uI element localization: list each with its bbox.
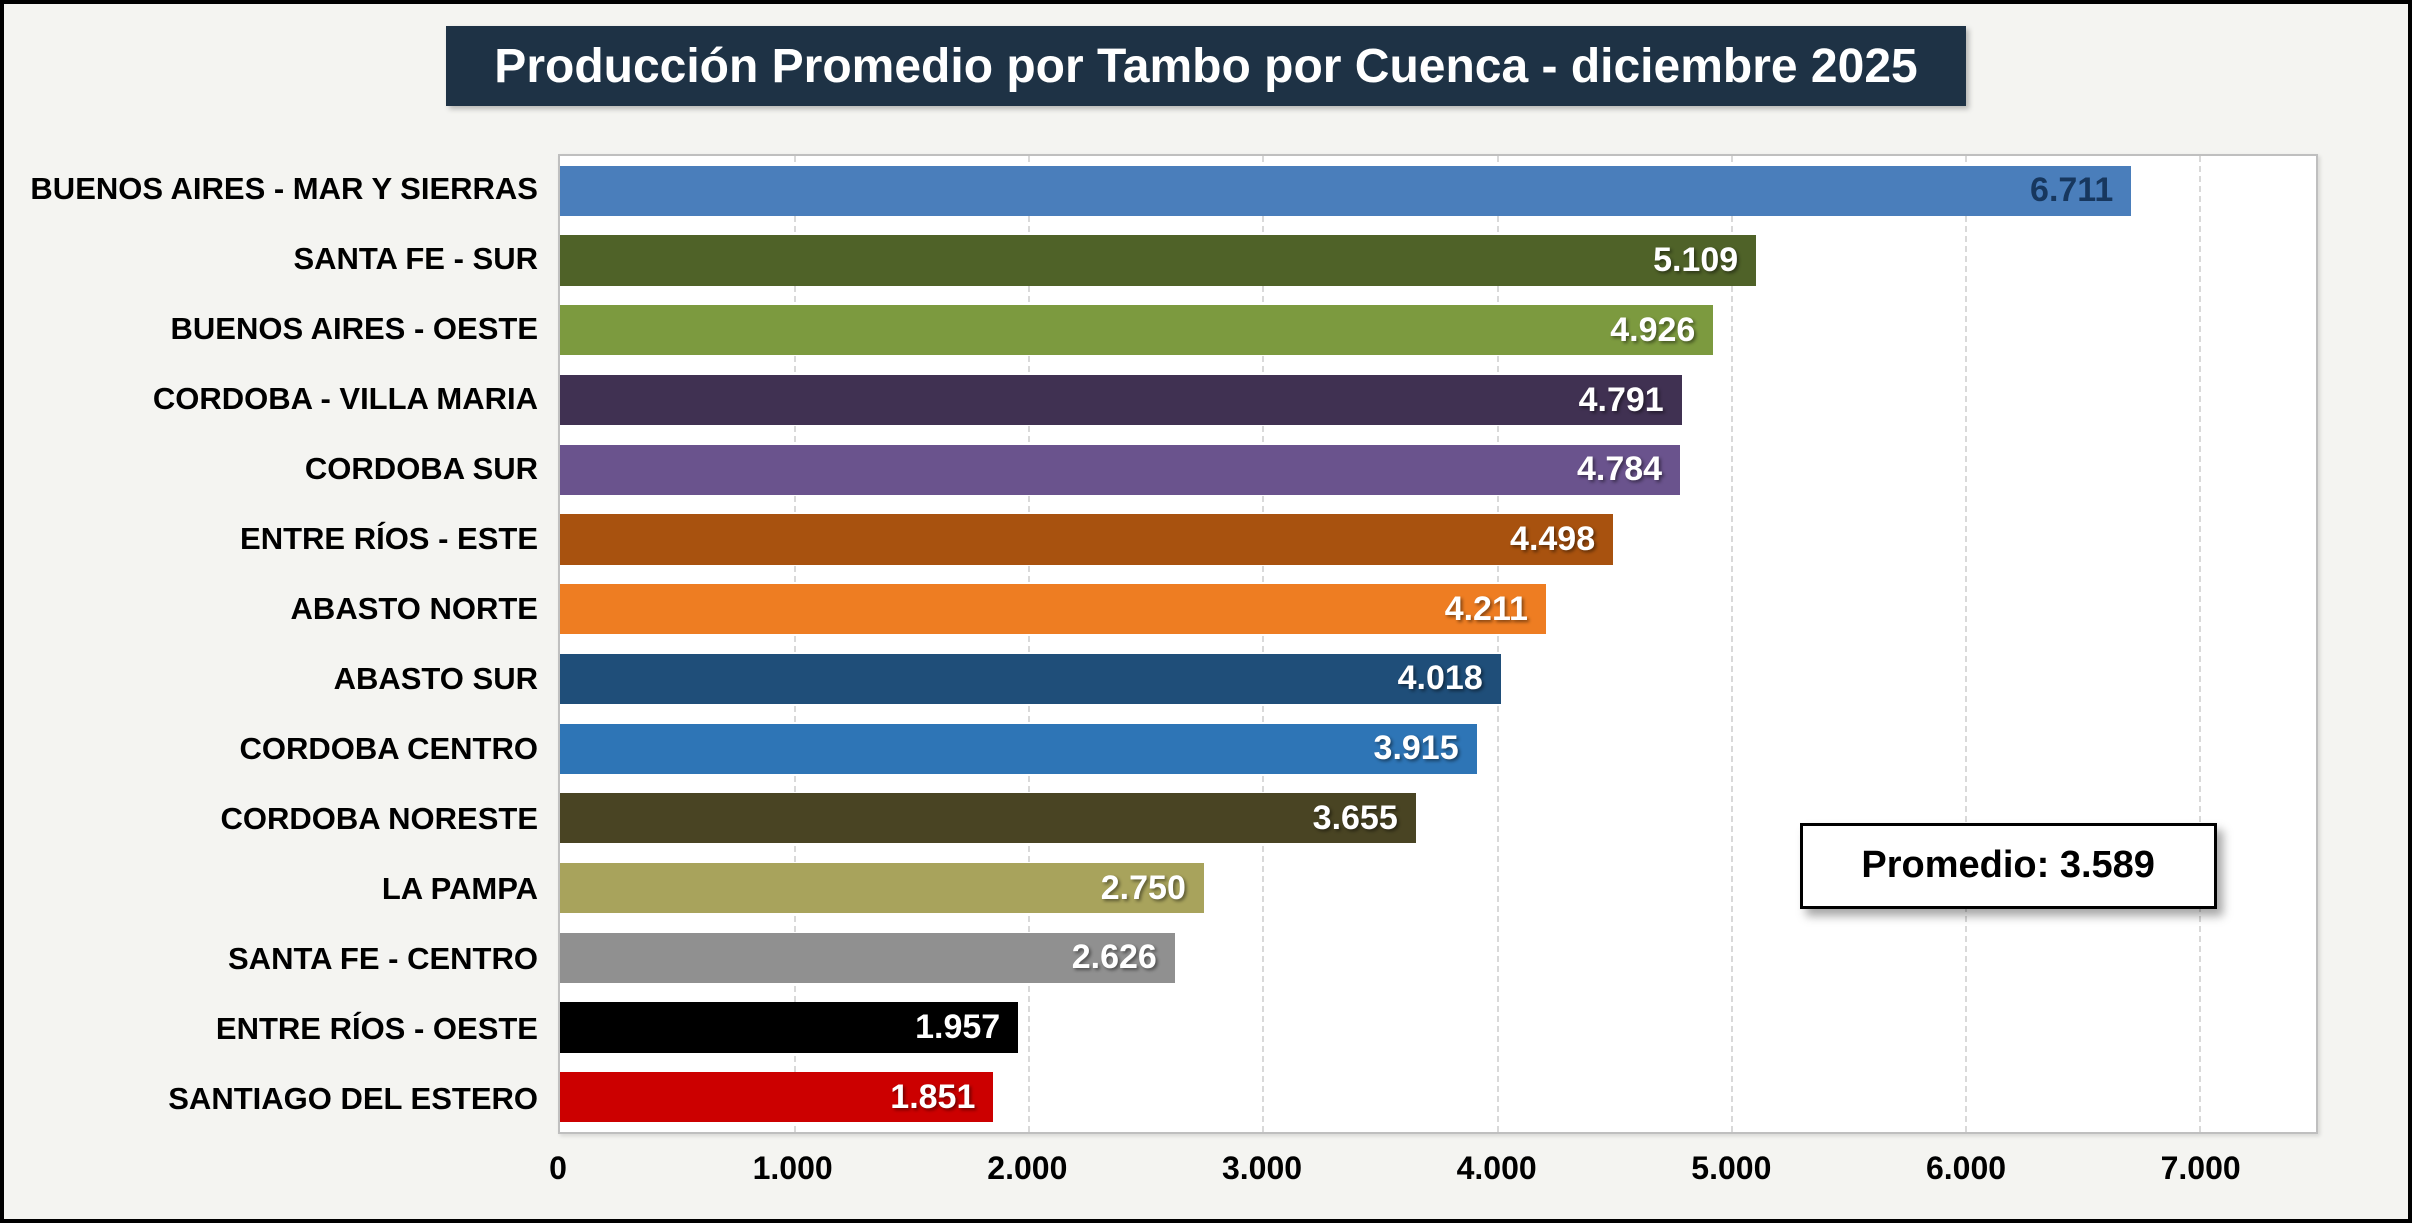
bar-row: 2.626 (560, 923, 2316, 993)
category-label: SANTIAGO DEL ESTERO (168, 1081, 538, 1116)
x-tick-label: 1.000 (752, 1150, 833, 1186)
bar-row: 5.109 (560, 226, 2316, 296)
x-tick-label: 7.000 (2160, 1150, 2241, 1186)
value-label: 4.018 (1397, 659, 1483, 698)
category-label: ENTRE RÍOS - OESTE (215, 1011, 538, 1046)
category-label: SANTA FE - SUR (293, 241, 538, 276)
bar-row: 4.784 (560, 435, 2316, 505)
x-tick-label: 3.000 (1221, 1150, 1303, 1186)
gridline (1496, 156, 1499, 1132)
value-label: 4.926 (1610, 310, 1696, 349)
gridline (1262, 156, 1265, 1132)
bar-row: 1.851 (560, 1062, 2316, 1132)
value-label: 1.957 (915, 1007, 1001, 1046)
category-label: LA PAMPA (381, 871, 538, 906)
average-annotation: Promedio: 3.589 (1799, 822, 2217, 909)
bar-row: 4.791 (560, 365, 2316, 435)
gridline (1730, 156, 1733, 1132)
bar-row: 3.915 (560, 714, 2316, 784)
bar-row: 1.957 (560, 993, 2316, 1063)
bar: 1.957 (560, 1002, 1019, 1053)
value-label: 2.626 (1071, 938, 1157, 977)
category-label: CORDOBA - VILLA MARIA (152, 381, 538, 416)
gridline (1964, 156, 1967, 1132)
bar: 4.926 (560, 305, 1714, 356)
bar: 4.498 (560, 514, 1614, 565)
bar: 2.750 (560, 862, 1204, 914)
bar: 6.711 (560, 165, 2132, 216)
value-label: 1.851 (890, 1077, 976, 1116)
bar-row: 4.926 (560, 295, 2316, 365)
category-label: ABASTO SUR (333, 661, 538, 696)
value-label: 2.750 (1100, 868, 1186, 907)
x-tick-label: 4.000 (1456, 1150, 1537, 1186)
value-label: 3.915 (1373, 729, 1459, 768)
category-label: ENTRE RÍOS - ESTE (240, 521, 538, 556)
value-label: 6.711 (2030, 171, 2114, 210)
x-tick-label: 6.000 (1925, 1150, 2007, 1186)
gridline (2198, 156, 2201, 1132)
gridline (794, 156, 797, 1132)
bar: 1.851 (560, 1072, 994, 1123)
bar: 5.109 (560, 235, 1757, 286)
value-label: 4.791 (1578, 380, 1664, 419)
x-tick-label: 2.000 (987, 1150, 1068, 1186)
category-label: CORDOBA CENTRO (239, 731, 538, 766)
category-label: BUENOS AIRES - OESTE (170, 311, 538, 346)
category-label: SANTA FE - CENTRO (228, 941, 538, 976)
value-label: 5.109 (1653, 241, 1739, 280)
category-label: ABASTO NORTE (290, 591, 538, 626)
x-tick-label: 0 (549, 1150, 567, 1186)
x-axis: 0 1.000 2.000 3.000 4.000 5.000 6.000 7.000 (549, 1142, 2318, 1197)
bar: 2.626 (560, 932, 1175, 983)
bar-row: 6.711 (560, 156, 2316, 226)
bars-area: 6.711 5.109 4.926 4.791 4.784 4.498 4.211 4.018… (560, 156, 2316, 1132)
bar-row: 4.498 (560, 505, 2316, 575)
category-labels: BUENOS AIRES - MAR Y SIERRAS SANTA FE - S… (30, 154, 558, 1134)
bar: 4.211 (560, 584, 1546, 635)
gridlines (560, 156, 2316, 1132)
value-label: 3.655 (1312, 798, 1398, 837)
bar-row: 4.018 (560, 644, 2316, 714)
value-label: 4.784 (1577, 450, 1663, 489)
bar-row: 2.750 (560, 853, 2316, 923)
bar: 4.784 (560, 444, 1681, 495)
bar-row: 3.655 (560, 783, 2316, 853)
bar: 3.915 (560, 723, 1477, 774)
value-label: 4.498 (1510, 519, 1596, 558)
bar-chart: BUENOS AIRES - MAR Y SIERRAS SANTA FE - S… (30, 154, 2318, 1134)
value-label: 4.211 (1444, 589, 1528, 628)
plot-area: 6.711 5.109 4.926 4.791 4.784 4.498 4.211 4.018… (558, 154, 2318, 1134)
bar: 4.018 (560, 653, 1501, 704)
category-label: BUENOS AIRES - MAR Y SIERRAS (30, 171, 538, 206)
chart-title: Producción Promedio por Tambo por Cuenca… (446, 26, 1966, 106)
category-label: CORDOBA NORESTE (220, 801, 538, 836)
bar-row: 4.211 (560, 574, 2316, 644)
gridline (1028, 156, 1031, 1132)
category-label: CORDOBA SUR (304, 451, 538, 486)
x-tick-label: 5.000 (1691, 1150, 1772, 1186)
bar: 3.655 (560, 793, 1416, 844)
bar: 4.791 (560, 374, 1682, 426)
